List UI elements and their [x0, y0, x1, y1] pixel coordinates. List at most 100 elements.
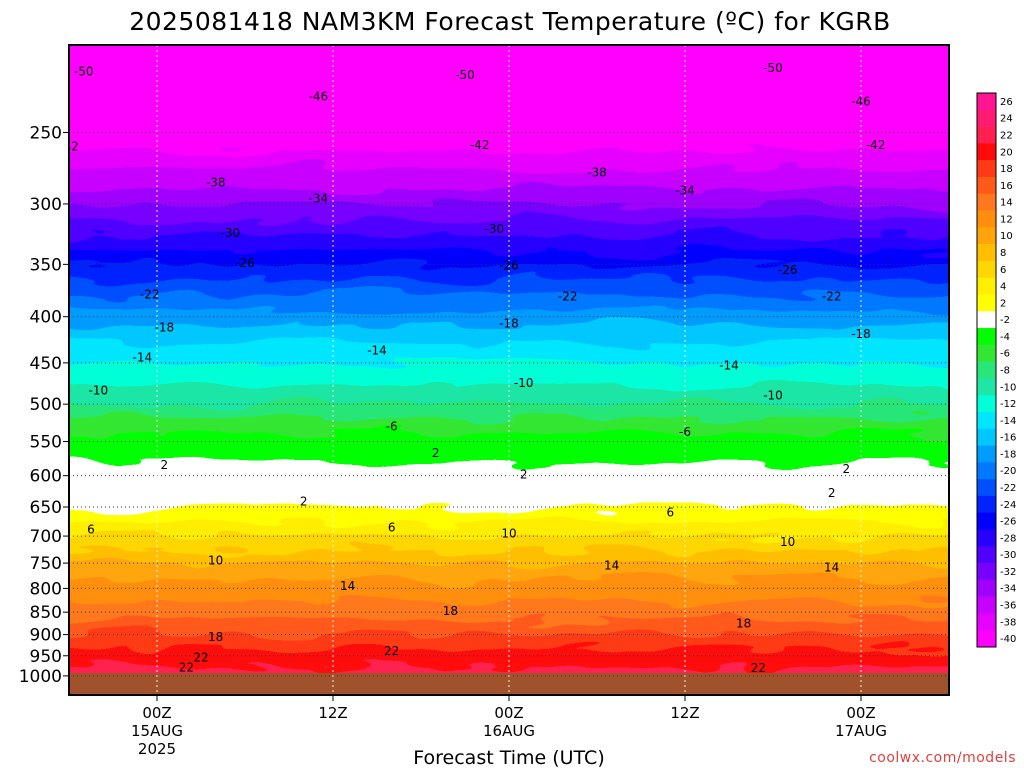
contour-label: 2 — [843, 462, 851, 476]
y-tick-label: 900 — [30, 626, 62, 646]
colorbar-label: 20 — [1000, 147, 1013, 158]
colorbar-label: -24 — [1000, 500, 1016, 511]
y-tick-label: 600 — [30, 467, 62, 487]
colorbar-legend: 26 24 22 20 18 16 14 12 10 8 6 4 2 -2 -4 -6 -8 -10 -12 -14 -… — [977, 93, 1016, 647]
contour-label: -46 — [851, 94, 871, 108]
contour-label: 22 — [384, 644, 399, 658]
contour-label: -50 — [763, 61, 783, 75]
contour-label: 2 — [300, 495, 308, 509]
colorbar-swatch — [977, 244, 996, 261]
x-tick-label: 16AUG — [483, 722, 535, 740]
contour-label: 22 — [751, 661, 766, 675]
colorbar-swatch — [977, 496, 996, 513]
colorbar-label: 24 — [1000, 114, 1013, 125]
contour-label: 18 — [736, 617, 751, 631]
colorbar-label: 16 — [1000, 181, 1013, 192]
colorbar-label: -22 — [1000, 483, 1016, 494]
y-tick-label: 750 — [30, 554, 62, 574]
colorbar-swatch — [977, 160, 996, 177]
colorbar-label: 8 — [1000, 248, 1006, 259]
temperature-band-strip — [49, 40, 969, 44]
temperature-band-strip — [49, 37, 969, 41]
chart-title: 2025081418 NAM3KM Forecast Temperature (… — [129, 7, 891, 36]
y-tick-label: 800 — [30, 579, 62, 599]
colorbar-swatch — [977, 546, 996, 563]
contour-label: 2 — [432, 446, 440, 460]
y-axis-pressure-ticks: 2503003504004505005506006507007508008509… — [19, 123, 69, 686]
credit-text: coolwx.com/models — [869, 750, 1016, 766]
x-tick-label: 12Z — [670, 704, 699, 722]
contour-label: -22 — [558, 290, 578, 304]
x-tick-label: 00Z — [142, 704, 171, 722]
contour-label: 22 — [193, 650, 208, 664]
contour-label: 6 — [388, 521, 396, 535]
y-tick-label: 350 — [30, 255, 62, 275]
colorbar-label: -36 — [1000, 601, 1016, 612]
colorbar-label: -10 — [1000, 382, 1016, 393]
colorbar-swatch — [977, 278, 996, 295]
colorbar-label: -14 — [1000, 416, 1016, 427]
colorbar-swatch — [977, 294, 996, 311]
contour-label: 6 — [667, 505, 675, 519]
x-tick-label: 15AUG — [131, 722, 183, 740]
contour-label: -42 — [866, 138, 886, 152]
x-tick-label: 2025 — [138, 740, 176, 758]
contour-label: -34 — [675, 184, 695, 198]
contour-label: -46 — [309, 89, 329, 103]
colorbar-swatch — [977, 529, 996, 546]
x-tick-label: 12Z — [318, 704, 347, 722]
contour-label: 2 — [828, 486, 836, 500]
colorbar-label: 22 — [1000, 130, 1013, 141]
contour-label: -18 — [155, 320, 175, 334]
contour-label: -38 — [206, 175, 226, 189]
colorbar-swatch — [977, 177, 996, 194]
colorbar-swatch — [977, 597, 996, 614]
contour-label: 10 — [501, 526, 516, 540]
colorbar-label: -30 — [1000, 550, 1016, 561]
contour-label: -18 — [499, 317, 519, 331]
colorbar-swatch — [977, 378, 996, 395]
contour-label: -26 — [499, 258, 519, 272]
y-tick-label: 650 — [30, 498, 62, 518]
colorbar-swatch — [977, 311, 996, 328]
contour-label: -46 — [0, 98, 13, 112]
colorbar-swatch — [977, 395, 996, 412]
colorbar-swatch — [977, 446, 996, 463]
contour-label: -42 — [470, 138, 490, 152]
y-tick-label: 250 — [30, 123, 62, 143]
colorbar-swatch — [977, 462, 996, 479]
colorbar-swatch — [977, 261, 996, 278]
colorbar-label: -34 — [1000, 584, 1016, 595]
colorbar-label: -20 — [1000, 466, 1016, 477]
colorbar-label: 12 — [1000, 214, 1013, 225]
contour-label: 14 — [340, 579, 355, 593]
contour-label: 10 — [208, 553, 223, 567]
colorbar-label: 26 — [1000, 97, 1013, 108]
contour-label: 2 — [161, 458, 169, 472]
contour-label: -50 — [455, 68, 475, 82]
contour-label: 22 — [179, 661, 194, 675]
contour-label: -22 — [140, 288, 160, 302]
contour-label: 18 — [443, 604, 458, 618]
colorbar-label: -2 — [1000, 315, 1010, 326]
y-tick-label: 1000 — [19, 667, 62, 687]
colorbar-label: 14 — [1000, 198, 1013, 209]
contour-label: -26 — [235, 256, 255, 270]
colorbar-swatch — [977, 328, 996, 345]
contour-label: -50 — [74, 65, 94, 79]
colorbar-swatch — [977, 429, 996, 446]
contour-label: -18 — [851, 327, 871, 341]
contour-label: 6 — [87, 522, 95, 536]
contour-label: 14 — [824, 560, 839, 574]
contour-label: -22 — [822, 290, 842, 304]
contour-label: -6 — [386, 419, 398, 433]
y-tick-label: 400 — [30, 308, 62, 328]
x-axis-label: Forecast Time (UTC) — [413, 747, 604, 768]
colorbar-label: -6 — [1000, 349, 1010, 360]
y-tick-label: 950 — [30, 647, 62, 667]
colorbar-label: -38 — [1000, 617, 1016, 628]
colorbar-label: -8 — [1000, 366, 1010, 377]
colorbar-label: -28 — [1000, 533, 1016, 544]
colorbar-swatch — [977, 345, 996, 362]
contour-label: -6 — [679, 425, 691, 439]
